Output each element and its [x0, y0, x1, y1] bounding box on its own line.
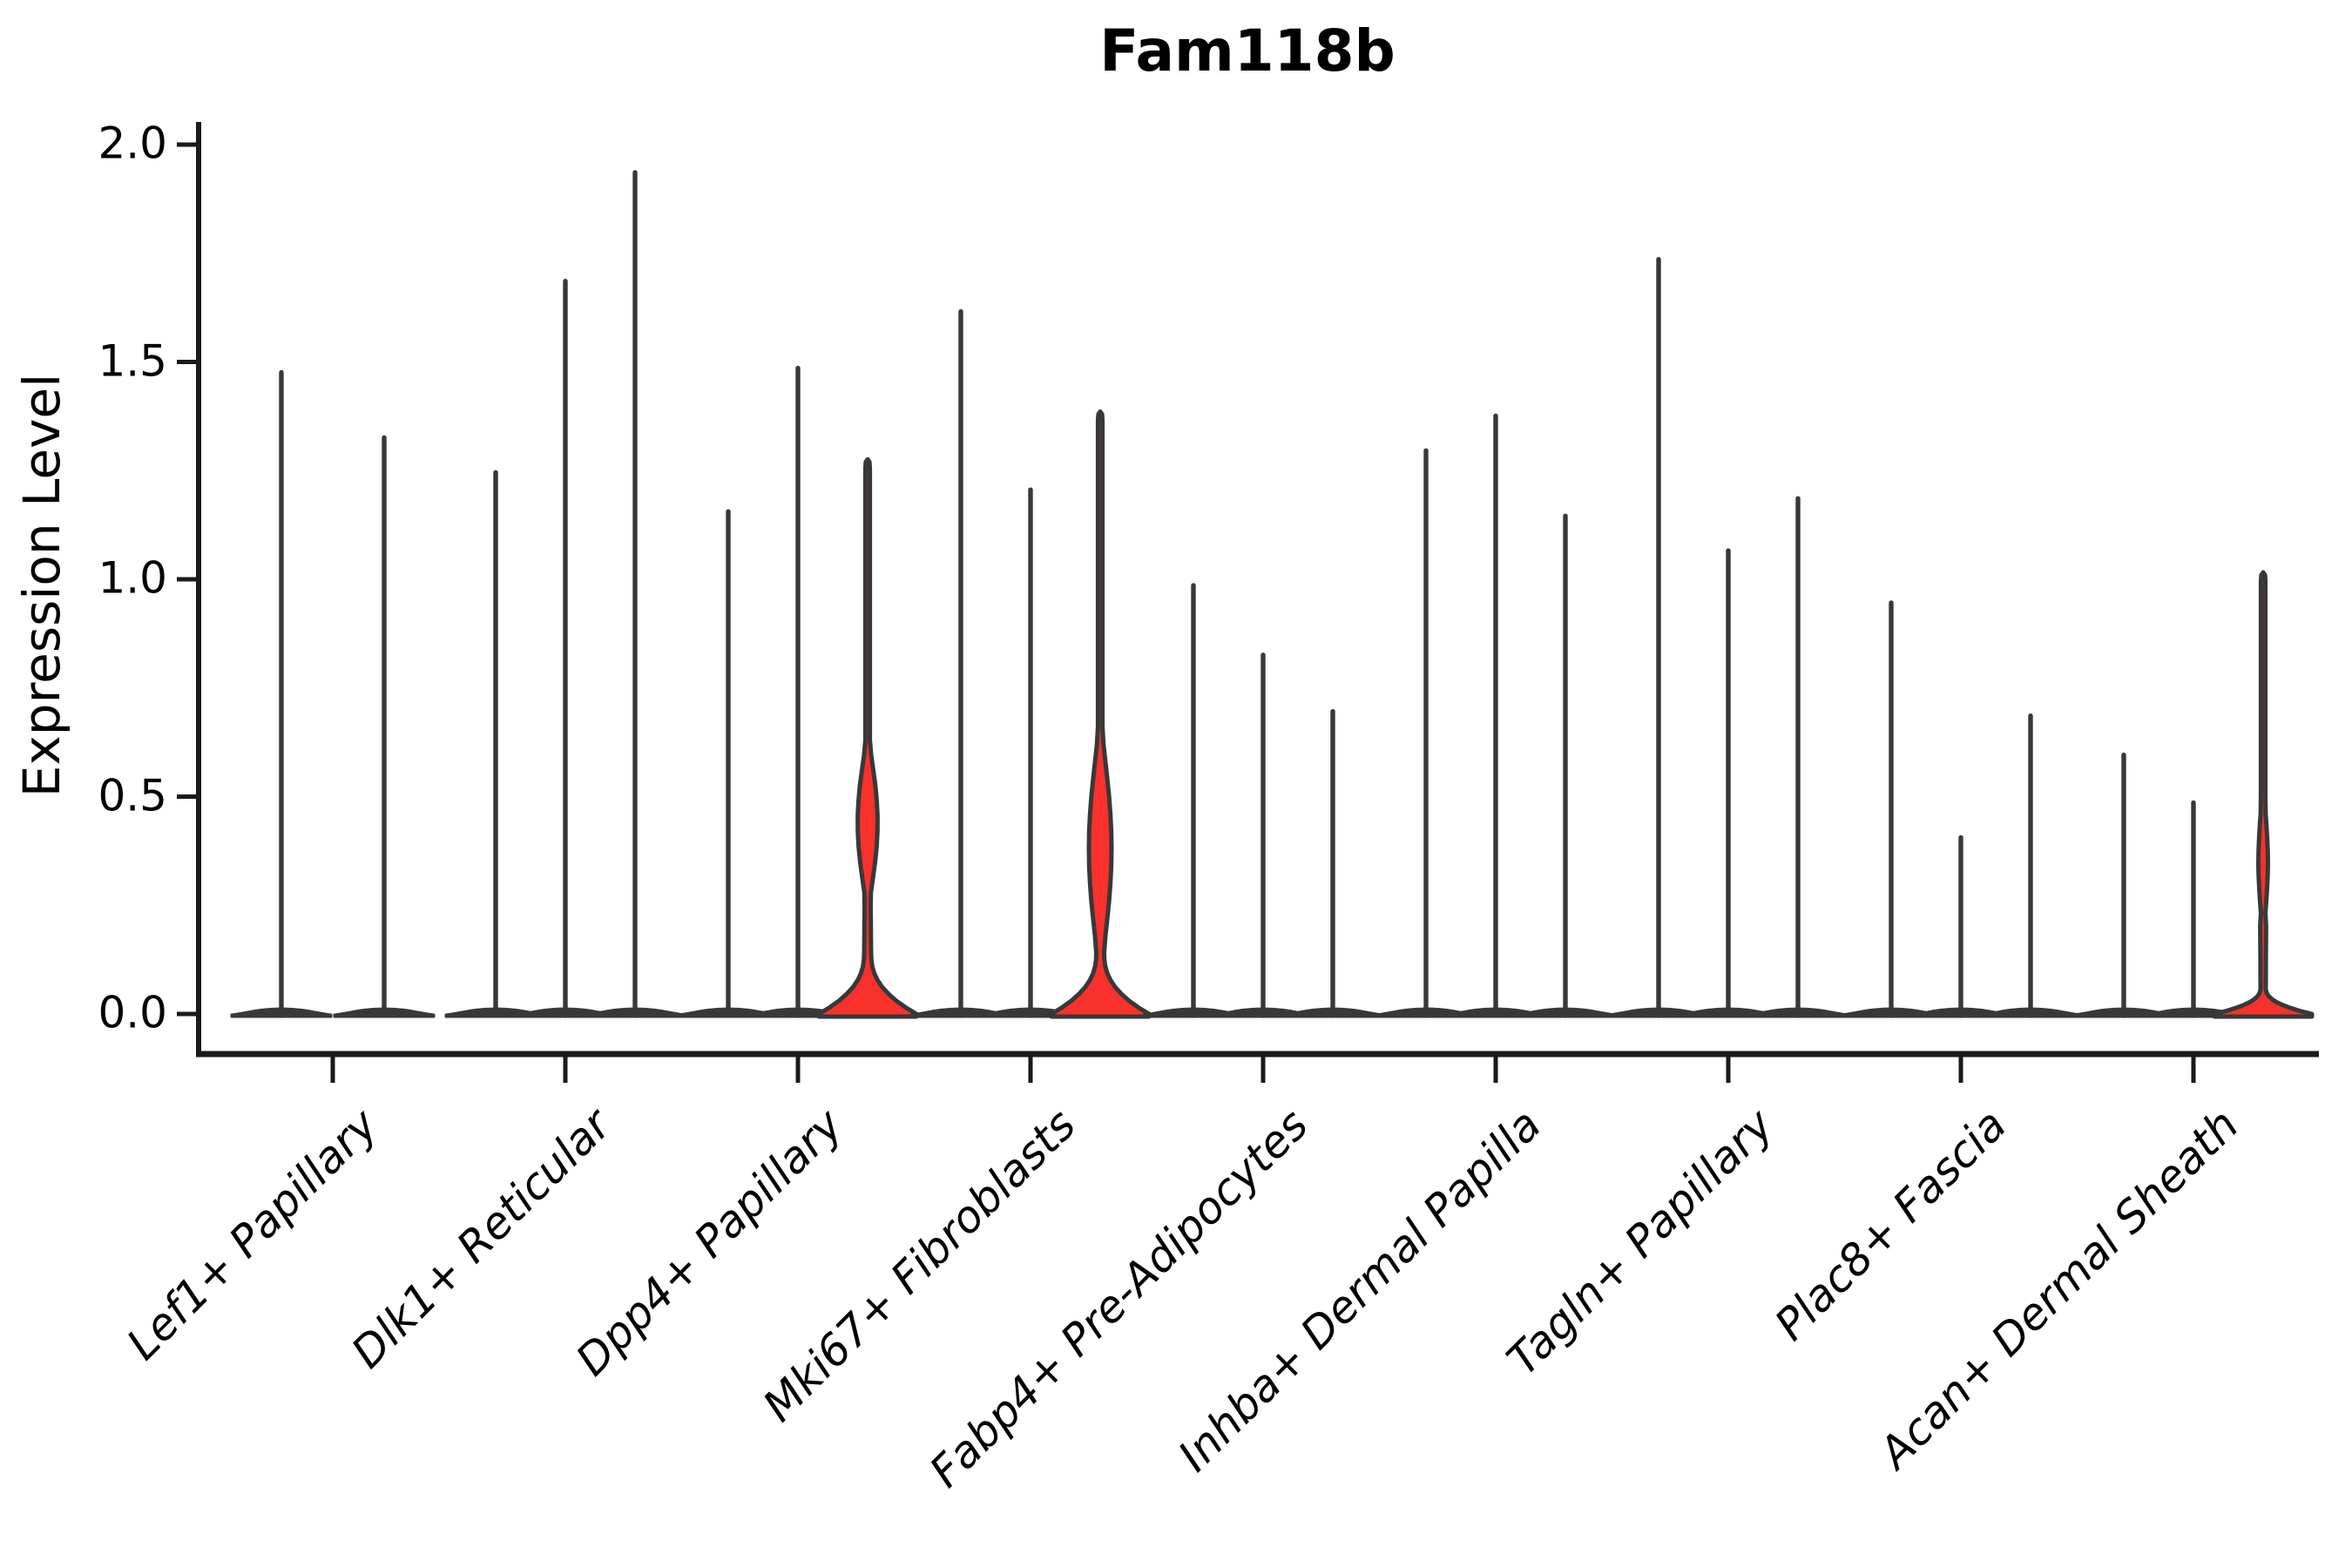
violin-9-3: [2212, 570, 2315, 1019]
violin-3-3: [816, 456, 919, 1019]
y-tick-label: 2.0: [98, 118, 167, 169]
y-tick-label: 0.5: [98, 769, 167, 821]
y-tick-label: 1.5: [98, 335, 167, 386]
chart-title: Fam118b: [1099, 17, 1396, 84]
violin-4-3: [1049, 409, 1152, 1019]
y-tick-label: 1.0: [98, 552, 167, 604]
y-tick-label: 0.0: [98, 987, 167, 1038]
